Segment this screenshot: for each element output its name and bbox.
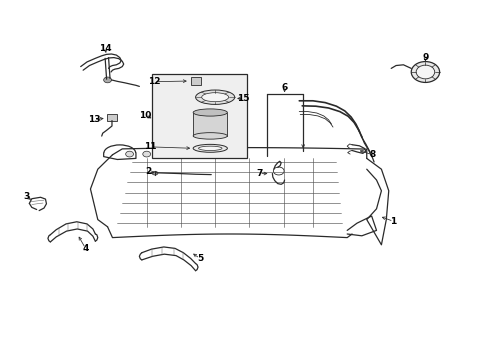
Text: 5: 5 xyxy=(197,254,203,263)
Ellipse shape xyxy=(125,151,133,157)
Text: 3: 3 xyxy=(23,192,29,201)
Text: 10: 10 xyxy=(139,111,151,120)
Ellipse shape xyxy=(198,146,222,150)
Text: 9: 9 xyxy=(421,53,428,62)
Bar xyxy=(193,112,227,136)
Text: 7: 7 xyxy=(255,169,262,178)
Ellipse shape xyxy=(142,151,150,157)
Ellipse shape xyxy=(195,90,234,104)
Bar xyxy=(190,77,201,85)
Ellipse shape xyxy=(410,62,439,82)
Bar xyxy=(151,74,246,158)
Text: 14: 14 xyxy=(99,44,111,53)
Text: 8: 8 xyxy=(369,150,375,159)
Ellipse shape xyxy=(103,77,111,83)
Text: 1: 1 xyxy=(390,217,396,226)
Text: 4: 4 xyxy=(82,244,89,253)
Text: 15: 15 xyxy=(237,94,249,103)
Text: 11: 11 xyxy=(144,143,157,152)
Text: 6: 6 xyxy=(281,83,287,91)
Ellipse shape xyxy=(201,93,228,102)
Ellipse shape xyxy=(415,65,434,79)
Text: 13: 13 xyxy=(87,115,100,124)
Ellipse shape xyxy=(193,109,227,116)
Ellipse shape xyxy=(152,171,158,175)
Text: 2: 2 xyxy=(145,167,151,176)
Ellipse shape xyxy=(193,132,227,139)
Ellipse shape xyxy=(193,144,227,152)
Text: 12: 12 xyxy=(147,77,160,86)
Bar xyxy=(106,114,117,121)
